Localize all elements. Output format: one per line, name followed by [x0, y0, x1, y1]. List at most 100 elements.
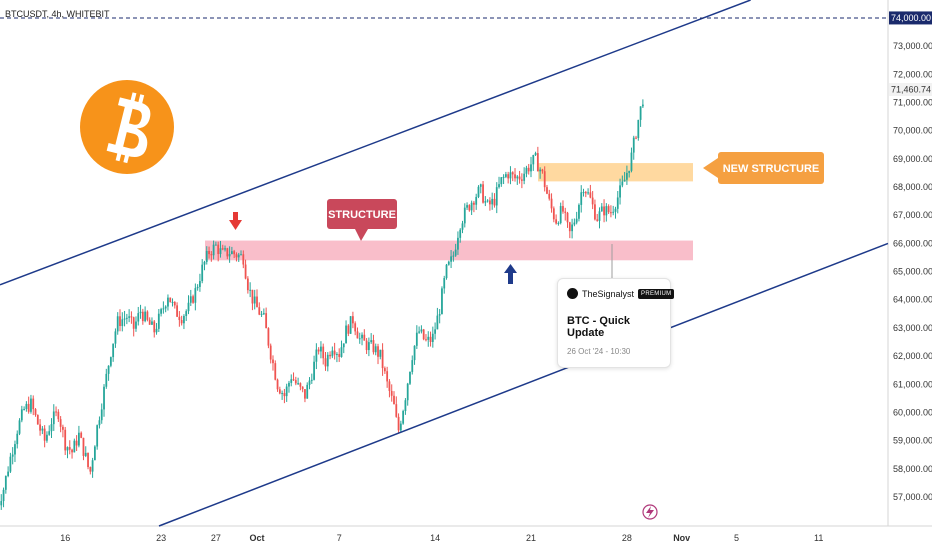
candle-body [123, 318, 126, 320]
candle-body [253, 296, 256, 304]
candle-body [516, 176, 519, 179]
candle-body [9, 456, 12, 472]
candle-body [20, 409, 23, 421]
candle-body [98, 420, 101, 426]
candle-body [278, 389, 281, 394]
candle-body [454, 249, 457, 256]
time-tick-label: 21 [526, 533, 536, 543]
author-logo-icon [567, 288, 578, 299]
candle-body [32, 398, 35, 410]
candle-body [415, 332, 418, 346]
candle-body [422, 329, 425, 340]
time-tick-label: 27 [211, 533, 221, 543]
candle-body [568, 222, 571, 232]
candle-body [411, 360, 414, 372]
candle-body [301, 386, 304, 390]
candle-body [383, 368, 386, 372]
candle-body [237, 254, 240, 258]
candle-body [431, 333, 434, 342]
candle-body [406, 383, 409, 401]
candle-body [425, 339, 427, 341]
candle-body [616, 197, 619, 209]
candle-body [550, 198, 553, 209]
candle-body [249, 289, 252, 291]
candle-body [491, 198, 494, 205]
candle-body [459, 229, 462, 238]
candle-body [399, 423, 402, 431]
candle-body [34, 409, 37, 416]
candle-body [637, 119, 640, 139]
candle-body [374, 346, 377, 353]
candle-body [4, 475, 7, 490]
premium-badge: PREMIUM [638, 288, 675, 299]
candle-body [580, 192, 583, 205]
candle-body [473, 202, 475, 205]
candle-body [532, 155, 535, 165]
candle-body [274, 363, 277, 380]
candle-body [381, 349, 384, 369]
candle-body [379, 349, 382, 357]
event-lightning-icon[interactable] [642, 504, 658, 520]
candle-body [7, 471, 10, 476]
price-axis-ticks: 57,000.00 58,000.00 59,000.00 60,000.00 61,0… [893, 41, 932, 502]
candle-body [180, 320, 183, 324]
candle-body [272, 359, 274, 364]
candle-body [199, 281, 201, 287]
candle-body [338, 354, 341, 357]
candle-body [562, 206, 564, 212]
candlestick-series [0, 99, 644, 510]
candle-body [418, 331, 421, 333]
candle-body [18, 420, 21, 434]
candle-body [507, 174, 510, 179]
candle-body [546, 187, 548, 194]
candle-body [486, 200, 489, 202]
candle-body [578, 204, 580, 219]
candle-body [2, 489, 5, 502]
candle-body [336, 354, 338, 356]
price-tick-label: 64,000.00 [893, 295, 932, 305]
candle-body [584, 192, 587, 194]
candle-body [600, 206, 603, 212]
candle-body [530, 164, 532, 172]
candle-body [310, 379, 313, 381]
candle-body [205, 250, 208, 262]
price-tick-label: 58,000.00 [893, 464, 932, 474]
candle-body [500, 177, 503, 185]
candle-body [153, 321, 156, 333]
candle-body [219, 248, 222, 255]
target-price-label: 74,000.00 [891, 13, 931, 23]
candle-body [498, 184, 500, 188]
candle-body [345, 325, 347, 344]
plot-area[interactable] [0, 0, 888, 526]
red-arrow-down-icon [229, 212, 242, 230]
candle-body [598, 211, 601, 221]
candle-body [589, 192, 592, 198]
candle-body [543, 171, 546, 188]
candle-body [139, 311, 142, 314]
candle-body [520, 179, 523, 181]
candle-body [349, 316, 352, 334]
candle-body [511, 172, 514, 175]
candle-body [160, 309, 162, 314]
idea-card[interactable]: TheSignalyst PREMIUM BTC - Quick Update … [557, 278, 675, 368]
price-tick-label: 68,000.00 [893, 182, 932, 192]
candle-body [623, 179, 626, 182]
candle-body [468, 205, 471, 211]
price-tick-label: 60,000.00 [893, 407, 932, 417]
candle-body [132, 317, 135, 329]
candle-body [48, 431, 51, 435]
candle-body [502, 176, 505, 178]
candle-body [443, 278, 446, 289]
candle-body [367, 342, 370, 351]
candle-body [363, 334, 366, 341]
candle-body [217, 244, 220, 255]
candle-body [203, 261, 206, 265]
candle-body [89, 467, 92, 472]
candle-body [356, 331, 359, 339]
candle-body [582, 192, 585, 194]
candle-body [27, 403, 30, 412]
candle-body [178, 316, 181, 321]
new-structure-zone [538, 163, 693, 182]
price-tick-label: 69,000.00 [893, 154, 932, 164]
